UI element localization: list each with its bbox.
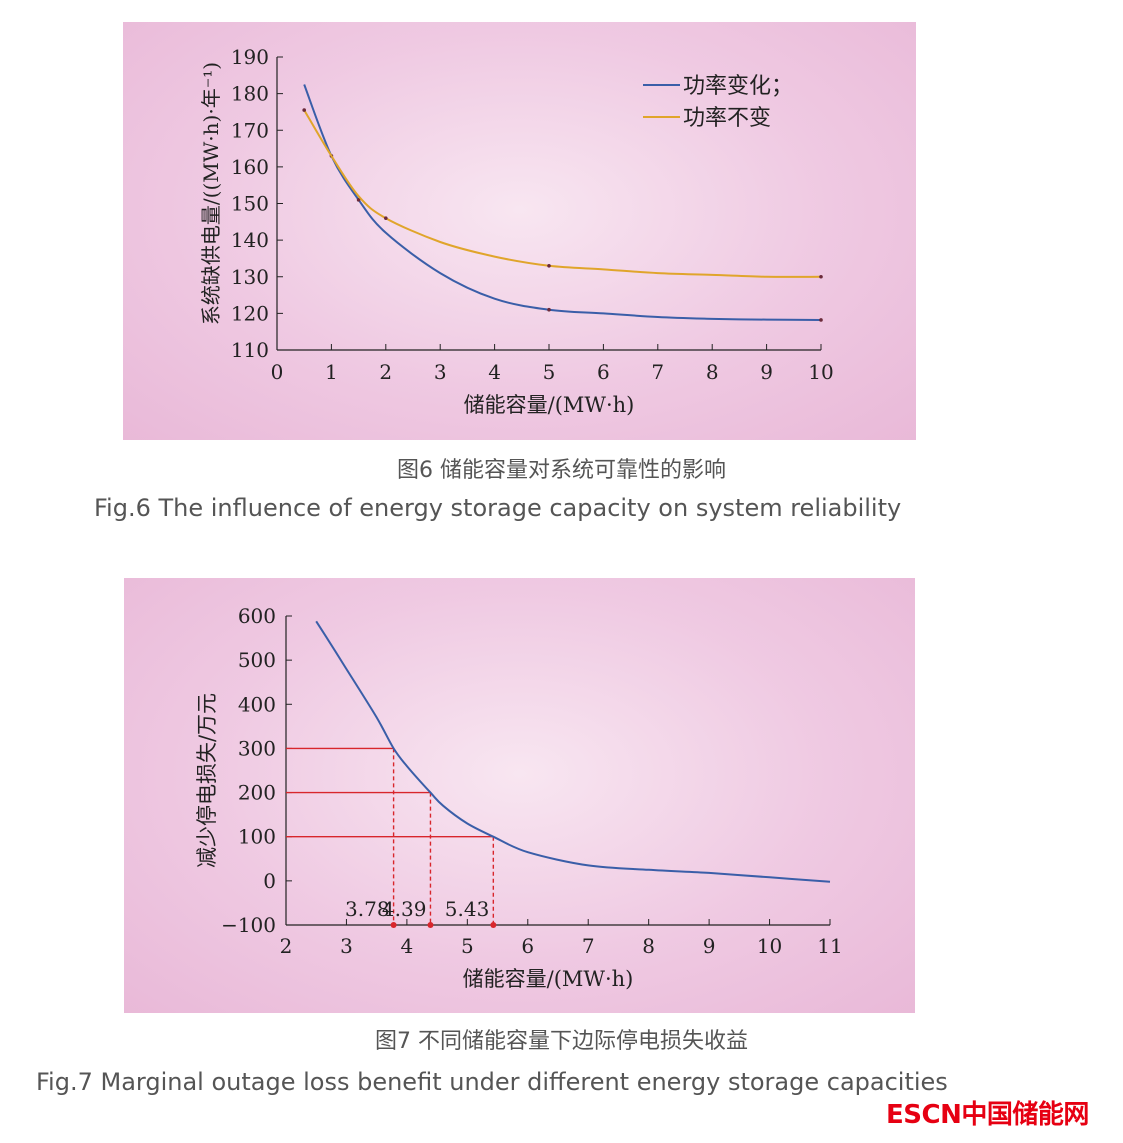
y-tick-label: 100	[238, 825, 276, 849]
series-2-point	[819, 274, 823, 279]
series-2-point	[547, 263, 551, 268]
series-1-point	[356, 198, 361, 202]
x-tick-label: 7	[651, 360, 664, 384]
y-tick-label: 400	[238, 692, 276, 716]
x-tick-label: 6	[521, 934, 534, 958]
series-2-point	[384, 216, 388, 220]
y-tick-label: −100	[221, 913, 276, 937]
y-tick-label: 200	[238, 781, 276, 805]
x-tick-label: 4	[401, 934, 414, 958]
x-tick-label: 1	[325, 360, 338, 384]
reference-point	[490, 922, 497, 928]
x-tick-label: 11	[817, 934, 842, 958]
series-line-2	[303, 109, 822, 278]
x-tick-label: 5	[543, 360, 556, 384]
x-tick-label: 0	[271, 360, 284, 384]
chart-panel-fig7: −100 0 100 200 300 400 500 600 2 3 4 5 6 7 8 9 10 11 储能容量/…	[124, 578, 915, 1013]
y-tick-label: 110	[231, 338, 269, 362]
x-tick-label: 6	[597, 360, 610, 384]
y-tick-label: 600	[238, 604, 276, 628]
x-tick-label: 4	[488, 360, 501, 384]
x-tick-label: 8	[706, 360, 719, 384]
x-axis-label: 储能容量/(MW·h)	[464, 393, 635, 417]
y-tick-label: 130	[231, 265, 269, 289]
series-2-point	[302, 108, 306, 112]
y-axis-label: 减少停电损失/万元	[195, 693, 219, 868]
caption-fig6-en: Fig.6 The influence of energy storage ca…	[94, 494, 902, 522]
reference-point	[390, 922, 397, 928]
y-tick-label: 150	[231, 192, 269, 216]
reference-label: 3.78	[345, 897, 390, 921]
y-tick-label: 120	[231, 301, 269, 325]
chart-panel-fig6: 110 120 130 140 150 160 170 180 190 0 1 2 3 4 5 6 7 8 9 10 储…	[123, 22, 916, 440]
escn-logo: ESCN中国储能网	[886, 1100, 1089, 1130]
chart-fig7: −100 0 100 200 300 400 500 600 2 3 4 5 6 7 8 9 10 11 储能容量/…	[195, 604, 843, 991]
series-line-1	[315, 620, 831, 883]
reference-point	[427, 922, 434, 928]
x-tick-label: 8	[642, 934, 655, 958]
x-tick-label: 9	[760, 360, 773, 384]
caption-fig7-cn: 图7 不同储能容量下边际停电损失收益	[375, 1029, 748, 1054]
x-tick-label: 10	[757, 934, 782, 958]
series-1-point	[819, 318, 823, 322]
x-tick-label: 9	[703, 934, 716, 958]
x-tick-label: 3	[340, 934, 353, 958]
y-tick-label: 500	[238, 648, 276, 672]
reference-label: 5.43	[445, 897, 490, 921]
caption-fig7-en: Fig.7 Marginal outage loss benefit under…	[36, 1068, 948, 1096]
reference-label: 4.39	[382, 897, 427, 921]
legend-label-2: 功率不变	[683, 106, 771, 131]
y-tick-label: 160	[231, 155, 269, 179]
y-tick-label: 300	[238, 736, 276, 760]
x-tick-label: 2	[280, 934, 293, 958]
y-tick-label: 0	[263, 869, 276, 893]
x-tick-label: 7	[582, 934, 595, 958]
x-tick-label: 3	[434, 360, 447, 384]
y-tick-label: 190	[231, 45, 269, 69]
series-1-point	[547, 307, 551, 312]
chart-fig6: 110 120 130 140 150 160 170 180 190 0 1 2 3 4 5 6 7 8 9 10 储…	[199, 45, 834, 417]
x-tick-label: 2	[379, 360, 392, 384]
y-tick-label: 140	[231, 228, 269, 252]
series-line-1	[303, 84, 822, 321]
x-tick-label: 10	[808, 360, 833, 384]
y-tick-label: 170	[231, 118, 269, 142]
x-axis-label: 储能容量/(MW·h)	[463, 967, 634, 991]
y-tick-label: 180	[231, 82, 269, 106]
x-tick-label: 5	[461, 934, 474, 958]
caption-fig6-cn: 图6 储能容量对系统可靠性的影响	[397, 458, 726, 483]
y-axis-label: 系统缺供电量/((MW·h)·年⁻¹)	[199, 62, 223, 325]
legend-label-1: 功率变化；	[683, 74, 793, 99]
